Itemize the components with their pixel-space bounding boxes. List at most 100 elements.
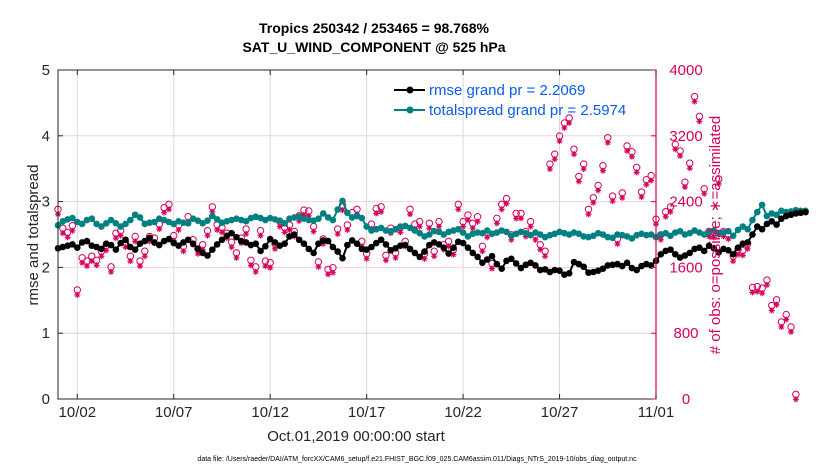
rmse-point [406,245,414,253]
obs-assimilated-star [142,253,148,259]
x-tick-label: 11/01 [638,404,674,421]
obs-marker [252,263,260,275]
x-tick-label: 10/17 [348,404,386,421]
obs-marker [570,145,578,158]
obs-assimilated-star [393,255,399,261]
obs-assimilated-star [282,229,288,235]
rmse-point [401,241,409,249]
obs-assimilated-star [378,209,384,215]
obs-assimilated-star [576,178,582,184]
rmse-point [474,253,481,261]
rmse-point [155,241,163,249]
rmse-point [450,244,457,251]
rmse-point [194,245,202,253]
rmse-point [696,244,703,251]
rmse-point [792,210,800,217]
legend-rmse-label: rmse grand pr = 2.2069 [429,82,585,99]
totalspread-point [213,216,221,223]
totalspread-point [117,223,124,230]
obs-assimilated-star [407,211,413,217]
totalspread-point [536,231,544,238]
y2-tick-label: 3200 [669,128,702,145]
rmse-point [291,231,298,238]
obs-assimilated-star [658,237,664,243]
obs-assimilated-star [484,234,490,240]
rmse-point [479,259,486,267]
obs-marker [517,209,525,222]
obs-assimilated-star [113,235,119,241]
obs-marker [107,263,115,275]
totalspread-point [426,231,433,238]
rmse-point [242,239,250,246]
obs-marker [372,204,380,217]
obs-marker [464,211,472,224]
obs-marker [425,219,434,232]
obs-marker [604,134,612,146]
totalspread-point [406,224,414,232]
rmse-point [753,223,761,230]
obs-assimilated-star [759,290,765,296]
obs-marker [430,247,438,260]
totalspread-point [464,233,472,240]
data-file-footer: data file: /Users/raeder/DAI/ATM_forcXX/… [197,456,637,463]
totalspread-point [204,217,211,224]
obs-assimilated-star [552,156,558,162]
obs-assimilated-star [267,265,273,271]
totalspread-point [739,223,747,230]
obs-marker [420,250,429,262]
chart-title: Tropics 250342 / 253465 = 98.768% [259,20,490,36]
obs-assimilated-star [344,227,350,233]
obs-assimilated-star [532,237,538,243]
obs-assimilated-star [518,215,524,221]
obs-marker [131,232,139,245]
obs-assimilated-star [233,255,239,261]
obs-assimilated-star [243,231,249,237]
totalspread-point [710,227,718,234]
rmse-point [223,232,231,240]
obs-marker [748,283,757,296]
obs-assimilated-star [610,198,616,204]
rmse-point [734,244,742,251]
obs-assimilated-star [793,396,799,402]
obs-assimilated-star [455,206,461,212]
rmse-point [300,240,308,248]
rmse-point [252,240,260,248]
y-tick-label: 2 [42,259,50,276]
rmse-point [131,246,139,253]
obs-assimilated-star [561,125,567,131]
totalspread-point [334,206,342,213]
obs-marker [382,251,390,264]
totalspread-point [93,220,100,228]
legend-totalspread-label: totalspread grand pr = 2.5974 [429,102,626,119]
obs-assimilated-star [103,247,109,253]
legend: rmse grand pr = 2.2069 totalspread grand… [394,82,626,119]
obs-assimilated-star [137,263,143,269]
x-tick-label: 10/22 [444,404,482,421]
rmse-point [218,236,226,244]
rmse-point [421,248,428,255]
rmse-point [319,237,327,244]
obs-marker [560,119,569,131]
rmse-point [315,240,322,248]
totalspread-point [454,225,462,233]
rmse-point [324,237,332,245]
obs-assimilated-star [176,227,182,233]
obs-assimilated-star [745,246,751,252]
obs-assimilated-star [315,264,321,270]
obs-marker [377,203,385,215]
obs-marker [478,242,487,255]
obs-marker [661,208,670,220]
obs-marker [314,258,323,270]
rmse-point [778,215,785,223]
obs-assimilated-star [479,248,485,254]
obs-assimilated-star [272,246,278,252]
rmse-point [377,236,385,244]
rmse-point [657,250,665,258]
rmse-point [372,239,380,247]
obs-marker [594,181,602,194]
totalspread-point [628,235,636,242]
obs-marker [415,217,424,230]
obs-marker [266,259,274,271]
totalspread-point [131,211,139,219]
obs-marker [497,200,506,213]
